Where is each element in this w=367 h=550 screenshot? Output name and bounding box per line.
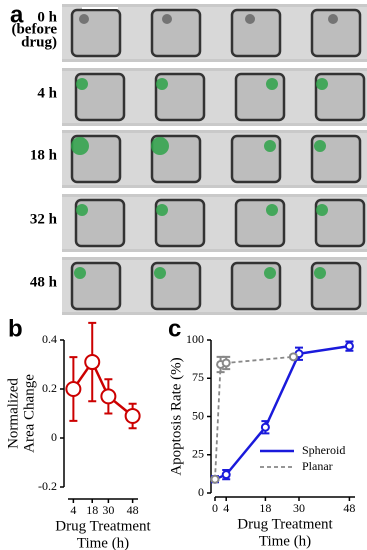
cell-cluster bbox=[245, 14, 255, 24]
cell-cluster bbox=[156, 78, 168, 90]
x-tick-label: 30 bbox=[102, 503, 114, 517]
chamber bbox=[70, 8, 122, 58]
legend-label: Planar bbox=[302, 459, 333, 473]
cell-cluster bbox=[79, 14, 89, 24]
data-point bbox=[210, 474, 220, 484]
row-sublabel: (before bbox=[11, 21, 57, 37]
chamber bbox=[310, 8, 362, 58]
x-tick-label: 4 bbox=[223, 501, 229, 515]
cell-cluster bbox=[314, 140, 326, 152]
data-point bbox=[124, 407, 141, 424]
series-line bbox=[214, 355, 294, 480]
row-label: 18 h bbox=[30, 147, 58, 163]
data-point bbox=[84, 354, 101, 371]
chamber bbox=[314, 198, 366, 248]
chamber bbox=[230, 8, 282, 58]
row-label: 4 h bbox=[37, 85, 57, 101]
cell-cluster bbox=[266, 78, 278, 90]
data-point bbox=[65, 381, 82, 397]
cell-cluster bbox=[71, 137, 89, 155]
y-axis-label: Normalized bbox=[5, 378, 21, 449]
x-tick-label: 18 bbox=[259, 501, 271, 515]
cell-cluster bbox=[316, 78, 328, 90]
x-axis-label: Time (h) bbox=[77, 535, 129, 550]
cell-cluster bbox=[264, 267, 276, 279]
cell-cluster bbox=[74, 267, 86, 279]
y-axis-label: Area Change bbox=[21, 374, 37, 453]
y-axis-label: Apoptosis Rate (%) bbox=[168, 357, 184, 475]
row-sublabel: drug) bbox=[21, 34, 57, 50]
chamber bbox=[150, 8, 202, 58]
chamber bbox=[154, 72, 206, 122]
data-point bbox=[344, 341, 354, 351]
y-tick-label: 0.2 bbox=[42, 381, 57, 395]
cell-cluster bbox=[264, 140, 276, 152]
chamber bbox=[154, 198, 206, 248]
x-tick-label: 18 bbox=[86, 503, 98, 517]
y-tick-label: 0.4 bbox=[42, 332, 57, 346]
y-tick-label: 75 bbox=[192, 370, 204, 384]
cell-cluster bbox=[76, 204, 88, 216]
panel-label: b bbox=[8, 315, 23, 342]
chamber bbox=[74, 198, 126, 248]
cell-cluster bbox=[316, 204, 328, 216]
chamber bbox=[74, 72, 126, 122]
cell-cluster bbox=[314, 267, 326, 279]
cell-cluster bbox=[266, 204, 278, 216]
panel-label: c bbox=[168, 315, 181, 342]
data-point bbox=[288, 352, 298, 362]
cell-cluster bbox=[151, 137, 169, 155]
row-label: 32 h bbox=[30, 211, 58, 227]
row-label: 0 h bbox=[37, 9, 57, 25]
x-axis-label: Drug Treatment bbox=[237, 516, 333, 532]
cell-cluster bbox=[76, 78, 88, 90]
legend-label: Spheroid bbox=[302, 443, 345, 457]
cell-cluster bbox=[328, 14, 338, 24]
y-tick-label: 100 bbox=[186, 332, 204, 346]
x-axis-label: Drug Treatment bbox=[55, 518, 151, 534]
x-tick-label: 0 bbox=[212, 501, 218, 515]
panel-label: a bbox=[10, 1, 24, 28]
data-point bbox=[100, 388, 117, 405]
x-tick-label: 4 bbox=[70, 503, 76, 517]
row-label: 48 h bbox=[30, 274, 58, 290]
data-point bbox=[221, 470, 231, 480]
x-tick-label: 30 bbox=[293, 501, 305, 515]
x-tick-label: 48 bbox=[127, 503, 139, 517]
series-line bbox=[72, 359, 134, 417]
cell-cluster bbox=[154, 267, 166, 279]
cell-cluster bbox=[162, 14, 172, 24]
x-tick-label: 48 bbox=[343, 501, 355, 515]
y-tick-label: 25 bbox=[192, 447, 204, 461]
y-tick-label: -0.2 bbox=[38, 479, 57, 493]
y-tick-label: 0 bbox=[198, 485, 204, 499]
x-axis-label: Time (h) bbox=[259, 533, 311, 549]
cell-cluster bbox=[156, 204, 168, 216]
y-tick-label: 50 bbox=[192, 408, 204, 422]
chamber bbox=[314, 72, 366, 122]
data-point bbox=[260, 422, 270, 432]
data-point bbox=[221, 358, 231, 368]
y-tick-label: 0 bbox=[51, 430, 57, 444]
